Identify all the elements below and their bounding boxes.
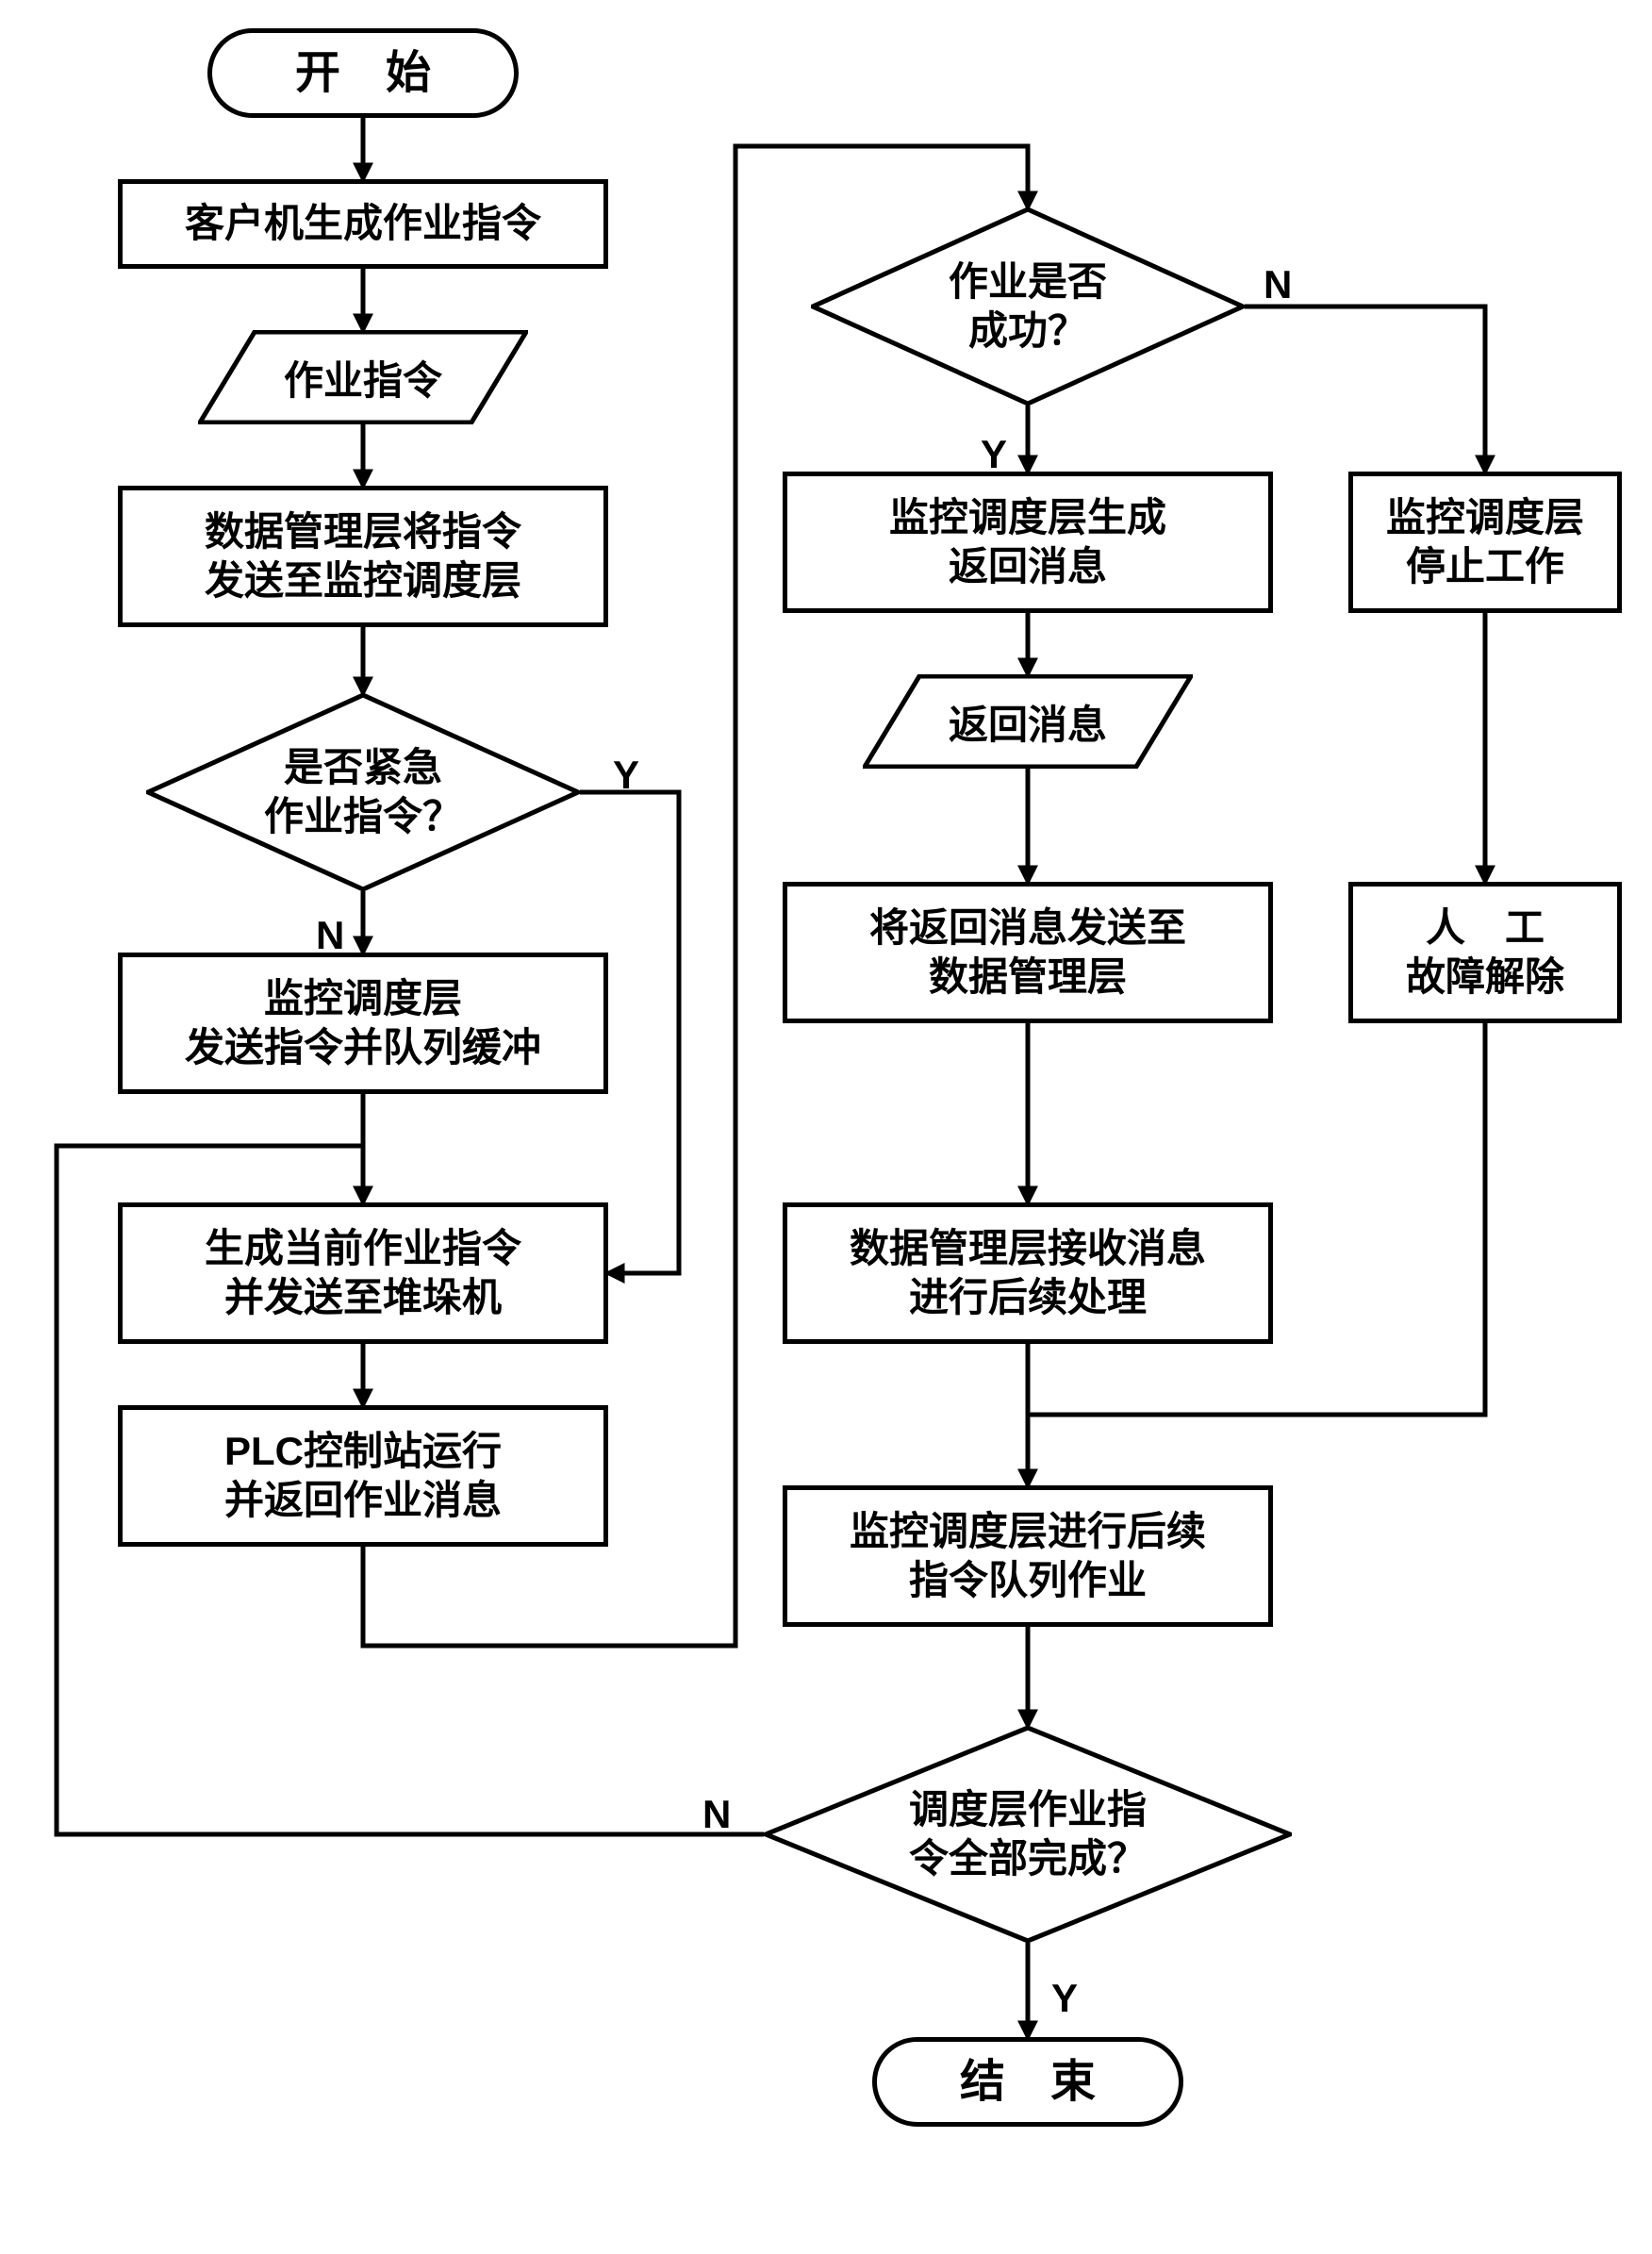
node-n9: 监控调度层进行后续 指令队列作业 [783, 1485, 1273, 1627]
node-n6: 监控调度层生成 返回消息 [783, 472, 1273, 613]
node-d1: 作业指令 [198, 330, 528, 424]
node-label-d2: 返回消息 [863, 674, 1193, 769]
node-d2: 返回消息 [863, 674, 1193, 769]
node-q3: 调度层作业指 令全部完成？ [764, 1726, 1292, 1943]
node-end: 结 束 [872, 2037, 1183, 2127]
node-n5: PLC控制站运行 并返回作业消息 [118, 1405, 608, 1547]
edge-q2-n10 [1245, 307, 1485, 472]
branch-label-q2-n6: Y [981, 432, 1007, 477]
branch-label-q1-n3: N [316, 913, 344, 958]
node-label-q1: 是否紧急 作业指令？ [146, 693, 580, 891]
node-n1: 客户机生成作业指令 [118, 179, 608, 269]
branch-label-q3-n4: N [702, 1792, 731, 1837]
node-q2: 作业是否 成功？ [811, 207, 1245, 406]
node-n3: 监控调度层 发送指令并队列缓冲 [118, 953, 608, 1094]
node-label-q2: 作业是否 成功？ [811, 207, 1245, 406]
branch-label-q3-end: Y [1051, 1976, 1078, 2021]
node-n8: 数据管理层接收消息 进行后续处理 [783, 1202, 1273, 1344]
node-n2: 数据管理层将指令 发送至监控调度层 [118, 486, 608, 627]
node-n11: 人 工 故障解除 [1348, 882, 1622, 1023]
branch-label-q1-n4: Y [613, 753, 639, 798]
flowchart-canvas: N Y Y Y N N 开 始客户机生成作业指令作业指令数据管理层将指令 发送至监控调度层是… [0, 0, 1652, 2254]
branch-label-q2-n10: N [1264, 262, 1292, 307]
node-label-d1: 作业指令 [198, 330, 528, 424]
node-q1: 是否紧急 作业指令？ [146, 693, 580, 891]
node-start: 开 始 [207, 28, 519, 118]
node-n4: 生成当前作业指令 并发送至堆垛机 [118, 1202, 608, 1344]
node-n10: 监控调度层 停止工作 [1348, 472, 1622, 613]
node-n7: 将返回消息发送至 数据管理层 [783, 882, 1273, 1023]
node-label-q3: 调度层作业指 令全部完成？ [764, 1726, 1292, 1943]
